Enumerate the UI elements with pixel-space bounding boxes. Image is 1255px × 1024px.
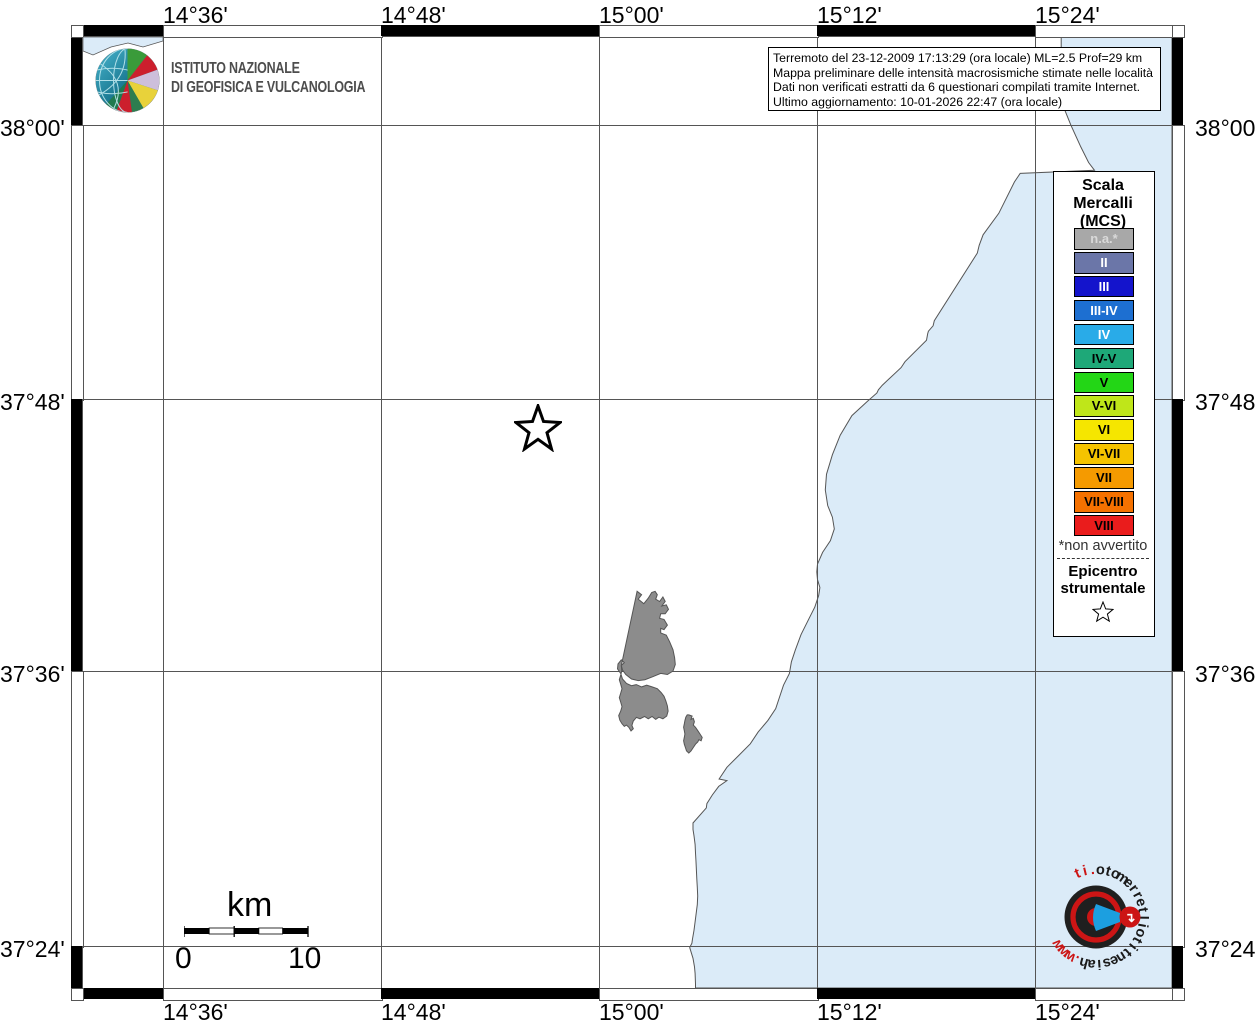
- svg-text:i: i: [1081, 864, 1089, 880]
- svg-text:.: .: [1090, 864, 1095, 878]
- svg-text:i: i: [1097, 956, 1102, 970]
- svg-text:↴: ↴: [1125, 910, 1136, 925]
- svg-text:o: o: [1095, 864, 1105, 879]
